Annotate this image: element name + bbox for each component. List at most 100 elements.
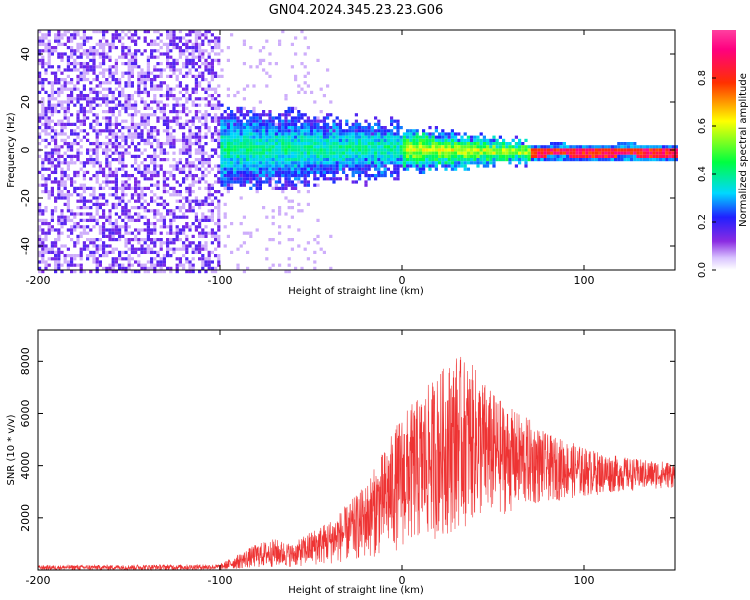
- spectrogram-cell: [281, 148, 285, 152]
- spectrogram-cell: [82, 122, 86, 126]
- spectrogram-cell: [79, 97, 83, 101]
- spectrogram-cell: [182, 164, 186, 168]
- spectrogram-cell: [418, 158, 422, 162]
- spectrogram-cell: [41, 78, 45, 82]
- spectrogram-cell: [92, 52, 96, 56]
- spectrogram-cell: [95, 222, 99, 226]
- spectrogram-cell: [425, 138, 429, 142]
- spectrogram-cell: [505, 142, 509, 146]
- spectrogram-cell: [153, 49, 157, 53]
- spectrogram-cell: [290, 180, 294, 184]
- spectrogram-cell: [418, 138, 422, 142]
- spectrogram-cell: [159, 244, 163, 248]
- spectrogram-cell: [226, 174, 230, 178]
- spectrogram-cell: [201, 263, 205, 267]
- spectrogram-cell: [204, 215, 208, 219]
- spectrogram-cell: [239, 167, 243, 171]
- spectrogram-cell: [150, 129, 154, 133]
- spectrogram-cell: [188, 110, 192, 114]
- spectrogram-cell: [524, 154, 528, 158]
- spectrogram-cell: [38, 154, 42, 158]
- spectrogram-cell: [351, 142, 355, 146]
- spectrogram-cell: [374, 167, 378, 171]
- spectrogram-cell: [137, 238, 141, 242]
- spectrogram-cell: [207, 170, 211, 174]
- spectrogram-cell: [153, 241, 157, 245]
- spectrogram-cell: [287, 142, 291, 146]
- spectrogram-cell: [79, 55, 83, 59]
- spectrogram-cell: [332, 142, 336, 146]
- spectrogram-cell: [249, 154, 253, 158]
- spectrogram-cell: [210, 266, 214, 270]
- spectrogram-cell: [207, 154, 211, 158]
- spectrogram-cell: [89, 87, 93, 91]
- spectrogram-cell: [438, 148, 442, 152]
- spectrogram-cell: [466, 148, 470, 152]
- spectrogram-cell: [332, 177, 336, 181]
- spectrogram-cell: [294, 161, 298, 165]
- spectrogram-cell: [86, 158, 90, 162]
- spectrogram-cell: [444, 132, 448, 136]
- spectrogram-cell: [396, 164, 400, 168]
- spectrogram-cell: [73, 30, 77, 34]
- spectrogram-cell: [134, 103, 138, 107]
- spectrogram-cell: [188, 263, 192, 267]
- spectrogram-cell: [278, 158, 282, 162]
- spectrogram-cell: [345, 148, 349, 152]
- spectrogram-cell: [86, 110, 90, 114]
- spectrogram-cell: [50, 228, 54, 232]
- spectrogram-cell: [255, 180, 259, 184]
- spectrogram-cell: [559, 151, 563, 155]
- spectrogram-cell: [322, 116, 326, 120]
- spectrogram-cell: [114, 180, 118, 184]
- spectrogram-cell: [249, 135, 253, 139]
- spectrogram-cell: [598, 148, 602, 152]
- spectrogram-cell: [345, 154, 349, 158]
- spectrogram-cell: [76, 241, 80, 245]
- spectrogram-cell: [166, 49, 170, 53]
- spectrogram-cell: [63, 161, 67, 165]
- spectrogram-cell: [210, 218, 214, 222]
- spectrogram-cell: [54, 238, 58, 242]
- spectrogram-cell: [303, 164, 307, 168]
- spectrogram-cell: [182, 244, 186, 248]
- spectrogram-cell: [47, 142, 51, 146]
- spectrogram-cell: [290, 167, 294, 171]
- spectrogram-cell: [294, 78, 298, 82]
- spectrogram-cell: [249, 174, 253, 178]
- spectrogram-cell: [338, 164, 342, 168]
- spectrogram-cell: [194, 62, 198, 66]
- spectrogram-cell: [559, 154, 563, 158]
- spectrogram-cell: [54, 228, 58, 232]
- spectrogram-cell: [226, 87, 230, 91]
- spectrogram-cell: [79, 183, 83, 187]
- spectrogram-cell: [230, 250, 234, 254]
- spectrogram-cell: [121, 62, 125, 66]
- spectrogram-cell: [313, 170, 317, 174]
- spectrogram-cell: [201, 254, 205, 258]
- spectrogram-cell: [98, 196, 102, 200]
- spectrogram-cell: [249, 65, 253, 69]
- spectrogram-cell: [233, 145, 237, 149]
- spectrogram-cell: [44, 180, 48, 184]
- spectrogram-cell: [79, 138, 83, 142]
- spectrogram-cell: [50, 129, 54, 133]
- spectrogram-cell: [399, 126, 403, 130]
- spectrogram-cell: [518, 148, 522, 152]
- spectrogram-cell: [326, 142, 330, 146]
- spectrogram-cell: [159, 225, 163, 229]
- spectrogram-cell: [614, 151, 618, 155]
- spectrogram-cell: [220, 132, 224, 136]
- spectrogram-cell: [303, 81, 307, 85]
- spectrogram-cell: [258, 158, 262, 162]
- spectrogram-cell: [460, 138, 464, 142]
- spectrogram-cell: [79, 119, 83, 123]
- spectrogram-cell: [319, 170, 323, 174]
- spectrogram-cell: [92, 100, 96, 104]
- spectrogram-cell: [57, 145, 61, 149]
- spectrogram-cell: [191, 103, 195, 107]
- spectrogram-cell: [297, 177, 301, 181]
- spectrogram-cell: [354, 151, 358, 155]
- spectrogram-cell: [50, 97, 54, 101]
- spectrogram-cell: [162, 158, 166, 162]
